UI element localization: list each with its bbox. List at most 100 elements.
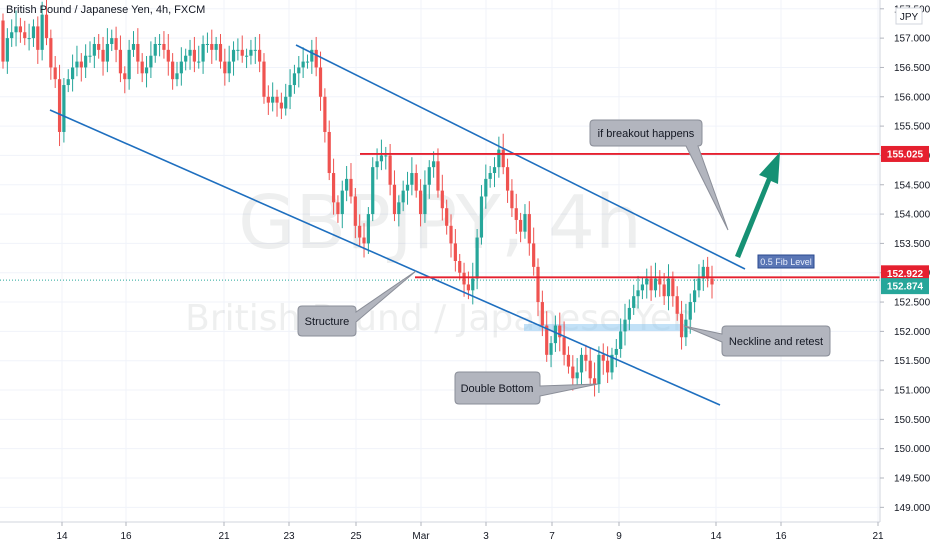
- time-tick-label: 23: [283, 531, 295, 542]
- callout-structure[interactable]: Structure: [297, 270, 417, 337]
- candle-body: [471, 278, 475, 291]
- candle-body: [405, 184, 410, 191]
- candle-body: [114, 38, 118, 50]
- candle-body: [175, 73, 179, 80]
- time-tick-label: 21: [872, 531, 884, 542]
- candle-body: [353, 196, 357, 226]
- price-tick-label: 157.000: [894, 34, 931, 45]
- time-tick-label: 14: [710, 531, 722, 542]
- candle-body: [601, 354, 605, 361]
- candle-body: [36, 26, 40, 50]
- candle-body: [636, 290, 640, 297]
- candle-body: [519, 219, 523, 232]
- candle-body: [432, 161, 436, 168]
- candle-body: [297, 67, 301, 74]
- candle-body: [575, 372, 579, 379]
- candle-body: [149, 55, 153, 68]
- price-tag-label: 152.874: [887, 282, 924, 293]
- candle-body: [79, 61, 83, 68]
- candle-body: [445, 208, 449, 226]
- candle-body: [279, 102, 283, 109]
- candle-body: [653, 278, 658, 291]
- watermark-name: British Pound / Japanese Yen: [185, 298, 695, 339]
- candle-body: [488, 173, 492, 179]
- candle-body: [205, 43, 210, 45]
- candle-body: [53, 67, 57, 80]
- time-tick-label: 3: [483, 531, 489, 542]
- breakout-arrow[interactable]: [735, 152, 780, 258]
- candle-body: [57, 79, 62, 132]
- candle-body: [31, 26, 36, 39]
- candle-body: [131, 43, 136, 50]
- channel-lower-trendline[interactable]: [49, 109, 721, 406]
- chart-title: British Pound / Japanese Yen, 4h, FXCM: [6, 4, 206, 16]
- candle-body: [427, 167, 431, 185]
- candle-body: [523, 214, 527, 232]
- candle-body: [192, 49, 196, 62]
- candle-body: [127, 49, 131, 80]
- candle-body: [505, 167, 510, 191]
- candle-body: [240, 49, 244, 56]
- candle-body: [92, 43, 96, 56]
- price-tick-label: 154.500: [894, 180, 931, 191]
- candle-body: [710, 278, 714, 285]
- candle-body: [579, 354, 584, 373]
- candle-body: [166, 49, 170, 62]
- callout-double-bottom[interactable]: Double Bottom: [454, 371, 599, 405]
- candle-body: [384, 155, 388, 157]
- candle-body: [88, 55, 92, 57]
- candle-body: [231, 49, 236, 62]
- candle-body: [697, 278, 701, 291]
- candle-body: [549, 343, 553, 355]
- channel-upper-trendline[interactable]: [295, 44, 746, 270]
- candle-body: [371, 167, 375, 215]
- candle-body: [475, 237, 479, 279]
- neckline-zone: [524, 324, 684, 331]
- candle-body: [662, 284, 666, 297]
- candle-body: [318, 67, 323, 97]
- fib-label-text: 0.5 Fib Level: [760, 257, 812, 267]
- candle-body: [244, 55, 249, 57]
- candle-body: [706, 266, 710, 279]
- time-tick-label: 9: [616, 531, 622, 542]
- candle-body: [218, 43, 223, 62]
- candle-body: [436, 161, 440, 191]
- candle-body: [253, 49, 257, 51]
- candle-body: [410, 173, 414, 185]
- price-tag: [881, 265, 929, 282]
- time-axis[interactable]: 14 16 21 23 25 Mar 3 7 9 14 16 21: [0, 521, 884, 542]
- candle-body: [18, 26, 22, 33]
- price-tag-label: 155.025: [887, 149, 924, 160]
- candle-body: [249, 49, 253, 56]
- callout-breakout[interactable]: if breakout happens: [589, 119, 729, 231]
- price-tick-label: 153.500: [894, 239, 931, 250]
- price-tick-label: 151.500: [894, 356, 931, 367]
- candle-body: [392, 184, 397, 215]
- candle-body: [345, 178, 349, 191]
- candles: [1, 0, 714, 397]
- candle-body: [214, 43, 218, 50]
- candle-body: [327, 131, 331, 174]
- candle-body: [614, 348, 618, 355]
- candle-body: [675, 296, 679, 314]
- fib-label-box[interactable]: [757, 254, 815, 269]
- candle-body: [223, 61, 227, 74]
- currency-box[interactable]: [895, 7, 923, 25]
- candle-body: [188, 49, 192, 56]
- candle-body: [632, 296, 636, 308]
- price-axis[interactable]: 149.000 149.500 150.000 150.500 151.000 151.5…: [879, 0, 931, 522]
- candle-body: [401, 190, 405, 203]
- candle-body: [14, 26, 18, 33]
- candle-body: [610, 354, 614, 373]
- candle-body: [375, 161, 379, 168]
- candle-body: [49, 38, 53, 68]
- candle-body: [144, 67, 149, 74]
- candle-body: [510, 190, 514, 209]
- price-tick-label: 154.000: [894, 210, 931, 221]
- candle-body: [123, 73, 127, 80]
- callout-double-bottom-text: Double Bottom: [461, 383, 534, 395]
- price-tick-label: 156.500: [894, 63, 931, 74]
- callout-neckline[interactable]: Neckline and retest: [683, 325, 831, 357]
- candle-body: [540, 302, 544, 326]
